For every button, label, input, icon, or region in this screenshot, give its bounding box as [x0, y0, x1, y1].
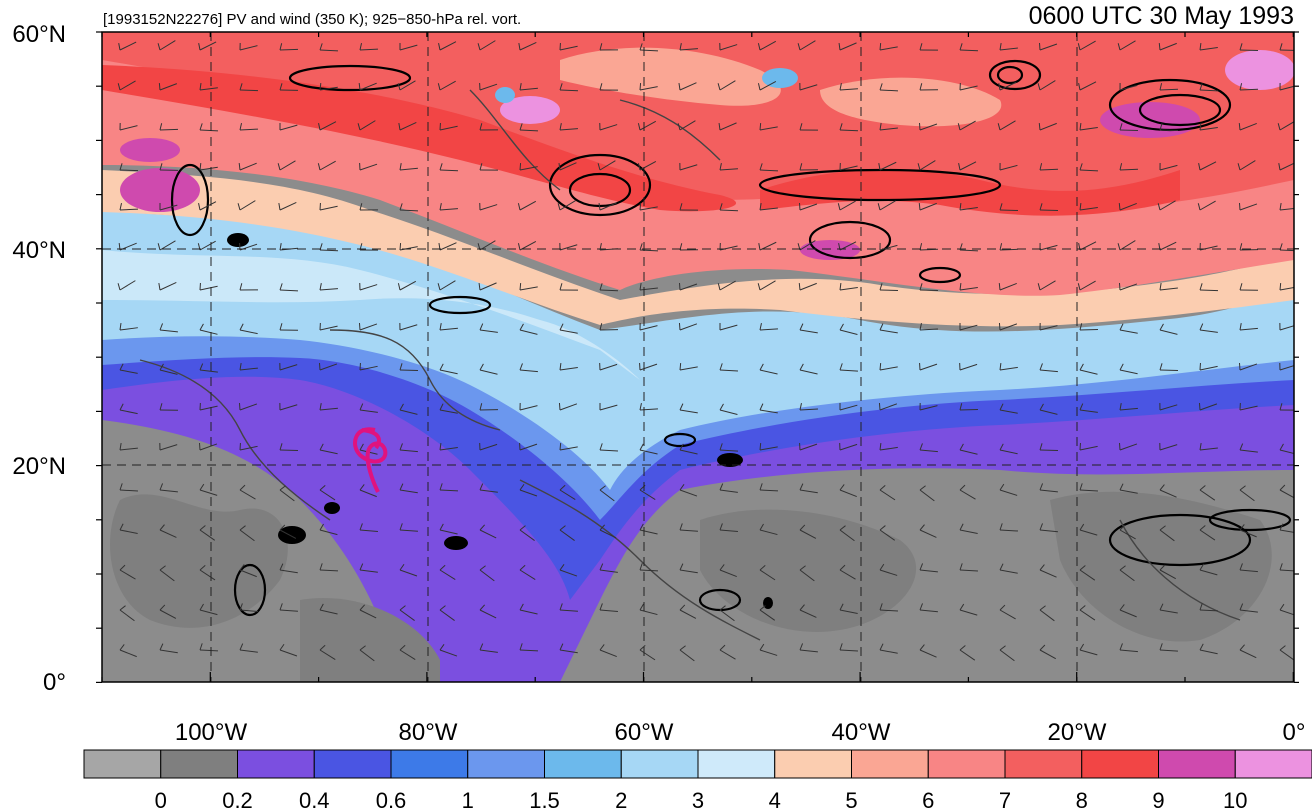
colorbar-swatch	[1004, 749, 1083, 779]
colorbar-swatch	[1158, 749, 1236, 779]
colorbar-label: 9	[1152, 788, 1164, 810]
colorbar-label: 5	[845, 788, 857, 810]
colorbar-label: 0.6	[376, 788, 407, 810]
lon-label-60w: 60°W	[615, 719, 674, 746]
map-gridlines	[102, 32, 1294, 682]
colorbar-swatch	[620, 749, 699, 779]
colorbar-label: 4	[769, 788, 781, 810]
colorbar-swatch	[313, 749, 392, 779]
figure-title-right: 0600 UTC 30 May 1993	[1029, 2, 1294, 30]
colorbar-swatch	[697, 749, 776, 779]
colorbar-swatch	[851, 749, 929, 779]
axis-ticks	[96, 31, 1299, 684]
lat-label-20n: 20°N	[12, 453, 66, 480]
colorbar-swatch	[83, 749, 162, 779]
figure-title-left: [1993152N22276] PV and wind (350 K); 925…	[103, 11, 521, 28]
colorbar-label: 10	[1223, 788, 1247, 810]
colorbar: 0 0.2 0.4 0.6 1 1.5 2 3 4 5 6 7 8 9 10	[83, 749, 1312, 810]
colorbar-label: 3	[692, 788, 704, 810]
colorbar-label: 1	[462, 788, 474, 810]
colorbar-swatch	[774, 749, 852, 779]
lat-label-0: 0°	[43, 669, 66, 696]
colorbar-swatch	[1081, 749, 1159, 779]
tropical-cyclone-icon	[353, 427, 388, 493]
pv-field	[102, 32, 1294, 682]
colorbar-swatch	[544, 749, 622, 779]
colorbar-swatch	[390, 749, 469, 779]
lon-label-20w: 20°W	[1048, 719, 1107, 746]
colorbar-label: 1.5	[529, 788, 560, 810]
lat-label-40n: 40°N	[12, 237, 66, 264]
colorbar-swatch	[1234, 749, 1312, 779]
colorbar-label: 6	[922, 788, 934, 810]
colorbar-label: 2	[615, 788, 627, 810]
colorbar-label: 7	[999, 788, 1011, 810]
lon-label-80w: 80°W	[399, 719, 458, 746]
colorbar-label: 0	[155, 788, 167, 810]
colorbar-swatch	[467, 749, 545, 779]
lon-label-100w: 100°W	[175, 719, 248, 746]
colorbar-swatch	[160, 749, 238, 779]
colorbar-swatch	[927, 749, 1006, 779]
colorbar-label: 0.4	[299, 788, 330, 810]
colorbar-label: 0.2	[222, 788, 253, 810]
lon-label-0: 0°	[1283, 719, 1306, 746]
lon-label-40w: 40°W	[832, 719, 891, 746]
colorbar-swatch	[237, 749, 315, 779]
lat-label-60n: 60°N	[12, 21, 66, 48]
colorbar-label: 8	[1076, 788, 1088, 810]
